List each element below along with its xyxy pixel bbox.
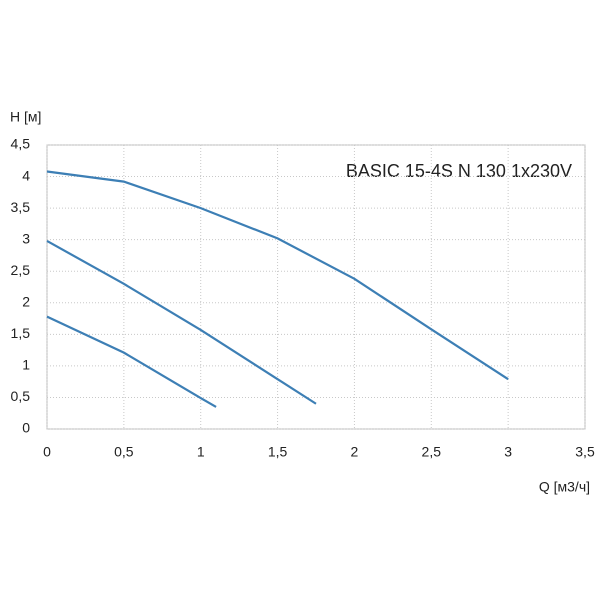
y-tick-label: 0 <box>22 420 30 436</box>
y-tick-label: 2,5 <box>11 262 31 278</box>
x-tick-label: 1 <box>197 444 205 460</box>
line-series <box>46 315 217 408</box>
x-tick-label: 2 <box>351 444 359 460</box>
y-tick-label: 3,5 <box>11 199 31 215</box>
y-tick-label: 2 <box>22 293 30 309</box>
x-tick-label: 1,5 <box>268 444 288 460</box>
y-axis-label: H [м] <box>10 109 41 125</box>
x-tick-label: 3,5 <box>575 444 595 460</box>
x-tick-label: 2,5 <box>422 444 442 460</box>
y-tick-label: 1,5 <box>11 325 31 341</box>
x-tick-label: 3 <box>504 444 512 460</box>
y-tick-label: 4,5 <box>11 136 31 152</box>
x-axis-label: Q [м3/ч] <box>539 479 590 495</box>
x-tick-label: 0 <box>43 444 51 460</box>
y-tick-label: 0,5 <box>11 388 31 404</box>
x-tick-label: 0,5 <box>114 444 134 460</box>
y-tick-label: 1 <box>22 357 30 373</box>
y-tick-label: 3 <box>22 230 30 246</box>
chart-title: BASIC 15-4S N 130 1x230V <box>346 161 572 181</box>
y-tick-label: 4 <box>22 167 30 183</box>
line-series <box>46 239 317 405</box>
line-series <box>46 170 509 381</box>
